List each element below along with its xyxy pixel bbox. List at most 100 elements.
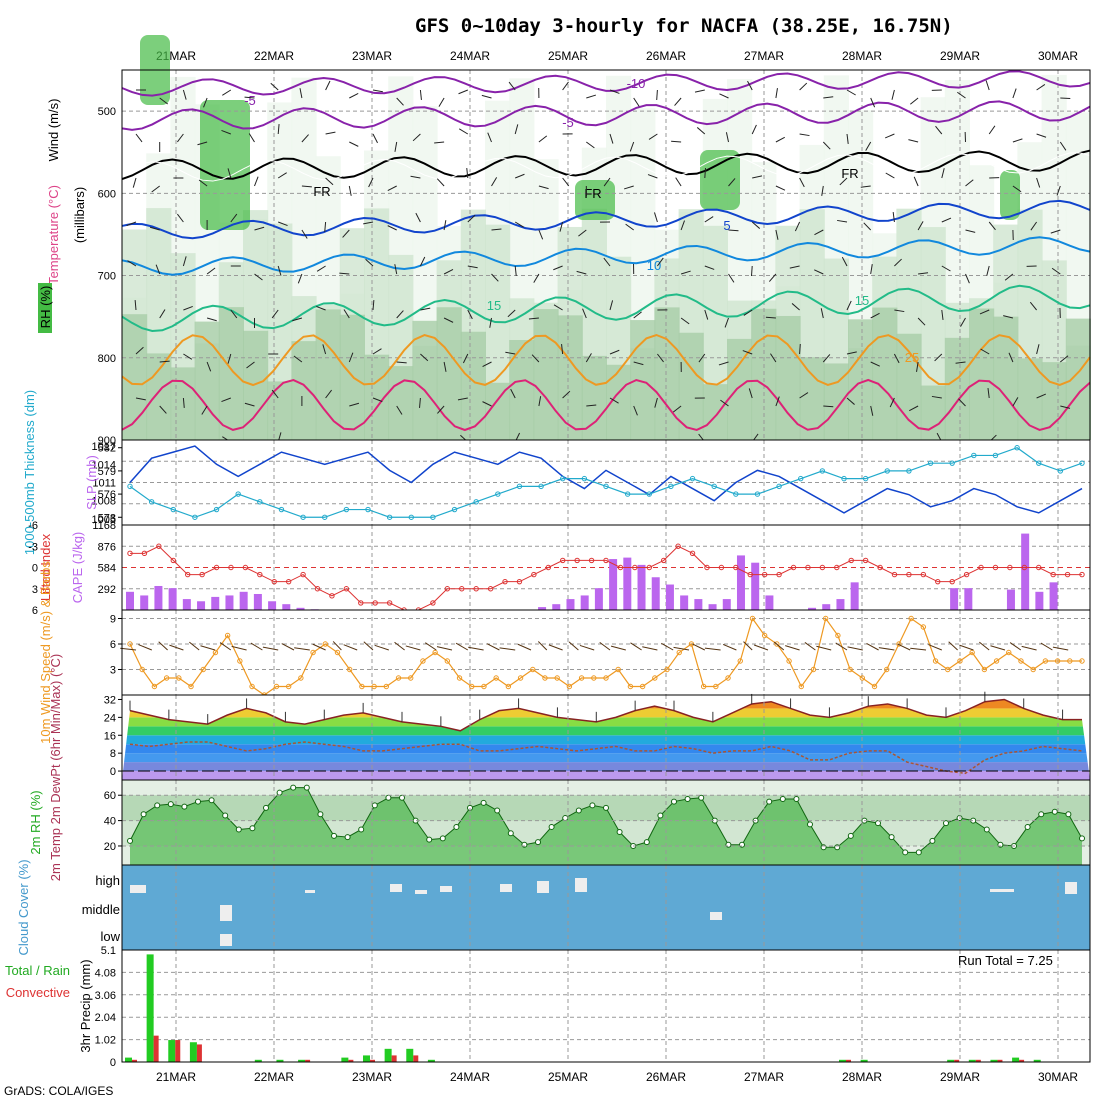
wind-barb xyxy=(1040,642,1053,651)
thickness-marker xyxy=(1014,445,1020,451)
date-label-bottom: 29MAR xyxy=(940,1070,980,1084)
rh-legend-swatch xyxy=(38,283,52,333)
precip-convective-bar xyxy=(305,1059,311,1062)
wind-barb xyxy=(718,361,729,366)
wind-barb xyxy=(230,309,238,319)
thickness-marker xyxy=(148,499,155,505)
cloud-box xyxy=(500,884,512,892)
rh-marker xyxy=(127,837,133,844)
precip-convective-bar xyxy=(391,1055,397,1062)
wind-barb xyxy=(467,309,473,320)
rh-marker xyxy=(317,811,324,818)
wind-barb xyxy=(728,178,736,187)
precip-total-bar xyxy=(276,1059,284,1062)
wind-barb xyxy=(957,91,966,99)
wind-barb xyxy=(515,173,525,179)
thickness-tick: 582 xyxy=(98,443,116,455)
wind-barb xyxy=(661,642,674,651)
precip-convective-bar xyxy=(846,1059,851,1062)
rh-shade xyxy=(509,340,535,440)
wind-speed-marker xyxy=(1054,658,1061,664)
wind-barb xyxy=(704,265,715,270)
lifted-index-marker xyxy=(761,571,768,578)
wind-speed-line xyxy=(129,617,1082,696)
wind-barb xyxy=(672,405,682,413)
wind-barb xyxy=(599,641,611,651)
thickness-marker xyxy=(798,475,804,482)
lifted-index-marker xyxy=(646,564,652,571)
wind-speed-marker xyxy=(505,683,512,690)
axis-label: CAPE (J/kg) xyxy=(70,532,85,604)
contour-label: 15 xyxy=(855,293,869,308)
wind-barb xyxy=(960,317,966,327)
wind-barb xyxy=(609,133,614,144)
axis-label: 2m RH (%) xyxy=(28,790,43,854)
wind-barb xyxy=(1012,138,1023,143)
wind-barb xyxy=(752,175,763,179)
thickness-tick: 579 xyxy=(98,466,116,478)
cape-bar xyxy=(182,599,191,610)
wind-barb xyxy=(514,124,519,135)
wind-speed-marker xyxy=(456,675,463,681)
cape-bar xyxy=(594,588,603,610)
wind-barb xyxy=(443,220,447,231)
wind-barb xyxy=(897,643,911,651)
thickness-marker xyxy=(603,483,609,490)
precip-total-bar xyxy=(839,1059,846,1062)
wind-barb xyxy=(482,361,492,367)
wind-barb xyxy=(281,643,295,651)
thickness-marker xyxy=(581,475,588,482)
wind-barb xyxy=(299,88,303,99)
wind-barb xyxy=(528,317,539,320)
thickness-marker xyxy=(841,475,847,482)
rh-shade xyxy=(872,307,898,440)
cape-bar xyxy=(751,562,760,610)
wind-barb xyxy=(372,397,383,403)
wind-speed-marker xyxy=(530,666,536,673)
wind-barb xyxy=(419,89,422,100)
axis-label: (millibars) xyxy=(72,187,87,243)
wind-speed-marker xyxy=(298,675,304,681)
thickness-marker xyxy=(495,491,501,497)
cape-tick: 584 xyxy=(98,563,116,575)
lifted-index-marker xyxy=(516,578,523,585)
wind-barb xyxy=(814,229,824,236)
wind-barb xyxy=(466,168,469,179)
wind-barb xyxy=(325,131,336,135)
rh-marker xyxy=(235,826,242,833)
lifted-index-marker xyxy=(978,564,984,571)
wind-barb xyxy=(785,645,800,651)
cape-bar xyxy=(765,595,774,610)
wind-barb xyxy=(1051,267,1061,275)
thickness-marker xyxy=(192,514,198,520)
thickness-marker xyxy=(733,491,739,497)
thickness-marker xyxy=(516,483,523,490)
wind-barb xyxy=(135,346,144,355)
wind-barb xyxy=(743,309,753,316)
wind-tick: 6 xyxy=(110,639,116,651)
wind-barb xyxy=(885,172,895,179)
cape-bar xyxy=(552,604,561,610)
lifted-index-marker xyxy=(819,564,826,571)
precip-tick: 1.02 xyxy=(95,1035,116,1047)
wind-barb xyxy=(656,89,658,101)
lifted-tick: -3 xyxy=(28,541,38,553)
wind-speed-marker xyxy=(176,675,182,681)
date-label-top: 27MAR xyxy=(744,49,784,63)
wind-speed-marker xyxy=(652,675,658,681)
rh-marker xyxy=(793,796,800,803)
wind-barb xyxy=(1003,315,1014,319)
cloud-box xyxy=(220,934,232,946)
cloud-box xyxy=(390,884,402,892)
lifted-index-marker xyxy=(1021,564,1028,571)
precip-convective-bar xyxy=(370,1059,375,1062)
wind-barb xyxy=(250,642,263,651)
temperature-contour xyxy=(121,378,1091,432)
lifted-index-marker xyxy=(257,571,263,578)
rh-marker xyxy=(671,798,677,805)
cape-bar xyxy=(651,577,660,610)
lifted-index-marker xyxy=(560,557,566,564)
rh-marker xyxy=(222,812,229,819)
wind-barb xyxy=(481,94,492,99)
wind-barb xyxy=(425,642,437,651)
